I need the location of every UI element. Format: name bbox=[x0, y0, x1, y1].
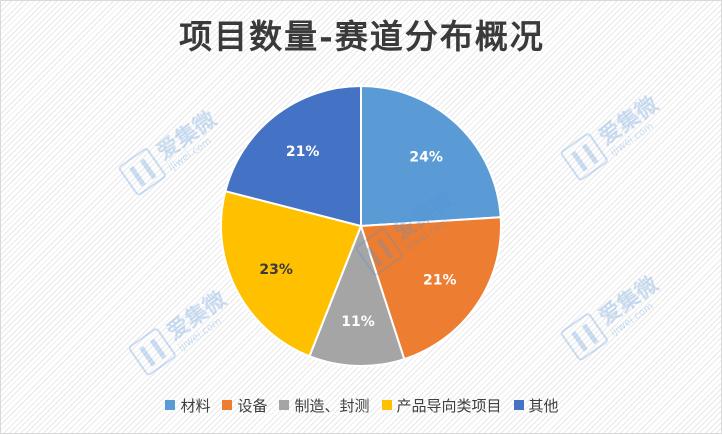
legend-swatch bbox=[381, 400, 392, 410]
legend-swatch bbox=[165, 400, 176, 410]
legend-label: 其他 bbox=[528, 396, 559, 415]
slice-data-label-5: 21% bbox=[286, 144, 320, 160]
pie-slice-1 bbox=[360, 84, 502, 228]
chart-title: 项目数量-赛道分布概况 bbox=[179, 17, 545, 56]
legend-item: 产品导向类项目 bbox=[381, 395, 502, 416]
pie-slice-3 bbox=[308, 223, 406, 367]
slice-data-label-2: 21% bbox=[423, 273, 457, 289]
legend-item: 其他 bbox=[513, 395, 559, 416]
legend-item: 设备 bbox=[222, 395, 267, 416]
pie-slice-2 bbox=[359, 216, 502, 361]
legend-label: 产品导向类项目 bbox=[396, 396, 502, 415]
legend-label: 设备 bbox=[237, 396, 268, 415]
slice-data-label-1: 24% bbox=[409, 150, 443, 166]
legend-item: 制造、封测 bbox=[279, 395, 370, 416]
slice-data-label-4: 23% bbox=[259, 262, 293, 278]
legend-label: 制造、封测 bbox=[294, 396, 370, 415]
legend-item: 材料 bbox=[165, 395, 210, 416]
legend-swatch bbox=[222, 400, 233, 410]
legend-swatch bbox=[279, 400, 290, 410]
legend-label: 材料 bbox=[180, 396, 211, 415]
slice-data-label-3: 11% bbox=[341, 314, 375, 330]
legend-swatch bbox=[513, 400, 524, 410]
pie-slice-5 bbox=[224, 84, 362, 228]
pie-slice-4 bbox=[220, 189, 363, 358]
chart-legend: 材料 设备 制造、封测 产品导向类项目 其他 bbox=[1, 391, 722, 419]
